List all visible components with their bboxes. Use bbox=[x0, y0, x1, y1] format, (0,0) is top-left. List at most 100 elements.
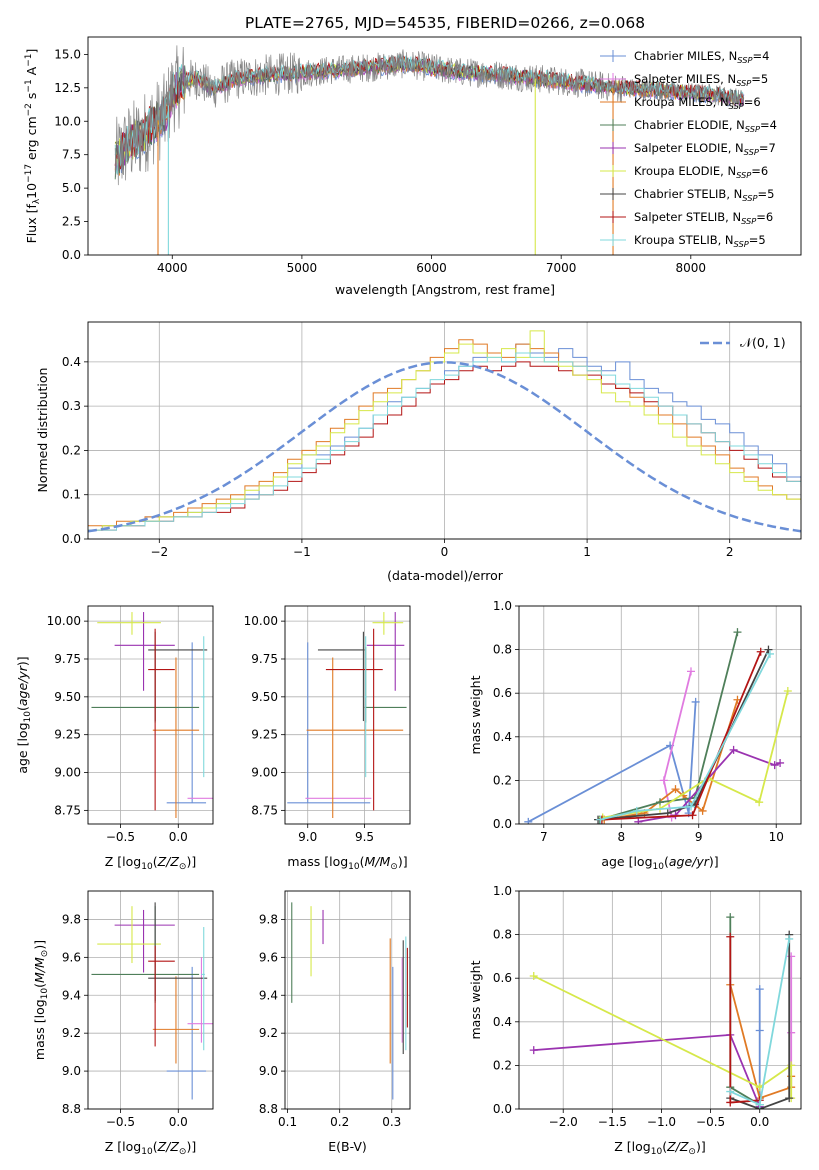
label-part: erg cm bbox=[24, 116, 39, 164]
x-axis-label: Z [log10(Z/Z⊙)] bbox=[105, 1139, 196, 1157]
plot-area bbox=[529, 913, 796, 1109]
legend-entry: Chabrier ELODIE, NSSP=4 bbox=[634, 118, 777, 134]
label-part: SSP bbox=[737, 55, 752, 65]
label-part: ⊙ bbox=[179, 1147, 187, 1157]
label-part: mass [log bbox=[287, 854, 348, 869]
label-part: 10 bbox=[40, 988, 50, 1000]
axes-mass_vs_Z: −0.5 0.08.89.09.29.49.69.8Z [log10(Z/Z⊙)]… bbox=[32, 890, 214, 1157]
label-part: SSP bbox=[736, 170, 751, 180]
label-part: )] bbox=[186, 854, 196, 869]
y-tick-label: 0.2 bbox=[493, 773, 512, 787]
y-tick-label: 0.4 bbox=[493, 1015, 512, 1029]
x-tick-label: 0.0 bbox=[750, 1115, 769, 1129]
label-part: ( bbox=[664, 854, 669, 869]
histogram-series bbox=[88, 330, 801, 531]
label-part: ( bbox=[360, 854, 365, 869]
x-tick-label: 0 bbox=[441, 545, 449, 559]
y-tick-label: 0.8 bbox=[493, 643, 512, 657]
model-line bbox=[115, 56, 745, 167]
axes-spectrum: 4000 5000 6000 7000 8000 0.0 2.5 5.0 7.5 10.0 12.5… bbox=[24, 36, 802, 297]
y-tick-label: 9.4 bbox=[62, 988, 81, 1002]
y-tick-label: 8.8 bbox=[259, 1102, 278, 1116]
x-axis-label: mass [log10(M/M⊙)] bbox=[287, 854, 407, 872]
weight-marker bbox=[756, 647, 765, 656]
x-axis-label: Z [log10(Z/Z⊙)] bbox=[105, 854, 196, 872]
y-axis-label: mass weight bbox=[468, 960, 483, 1039]
y-tick-label: 0.8 bbox=[493, 928, 512, 942]
x-tick-label: 7000 bbox=[546, 261, 577, 275]
model-line bbox=[114, 55, 745, 170]
y-tick-label: 0.1 bbox=[62, 488, 81, 502]
y-tick-label: 9.00 bbox=[54, 766, 81, 780]
label-part: M/M bbox=[365, 854, 391, 869]
y-tick-label: 2.5 bbox=[62, 215, 81, 229]
label-part: =6 bbox=[744, 95, 761, 109]
y-tick-label: 15.0 bbox=[54, 47, 81, 61]
label-part: 10 bbox=[653, 862, 665, 872]
axes-frame bbox=[87, 36, 802, 256]
weight-line bbox=[600, 653, 771, 821]
x-tick-label: 1 bbox=[583, 545, 591, 559]
label-part: Flux [f bbox=[24, 204, 39, 244]
label-part: ( bbox=[15, 706, 30, 711]
label-part: ( bbox=[32, 983, 47, 988]
x-tick-label: −1.5 bbox=[598, 1115, 627, 1129]
y-axis-label: age [log10(age/yr)] bbox=[15, 656, 33, 773]
label-part: )] bbox=[696, 1139, 706, 1154]
label-part: =6 bbox=[756, 210, 773, 224]
x-axis-label: E(B-V) bbox=[328, 1139, 367, 1154]
label-part: ⊙ bbox=[179, 862, 187, 872]
weight-marker bbox=[634, 817, 643, 824]
y-tick-label: 0.3 bbox=[62, 399, 81, 413]
y-tick-label: 0.0 bbox=[62, 532, 81, 546]
weight-marker bbox=[783, 687, 792, 696]
weight-marker bbox=[686, 802, 695, 811]
y-tick-label: 0.6 bbox=[493, 686, 512, 700]
weight-marker bbox=[726, 932, 735, 941]
label-part: Z/Z bbox=[157, 1139, 180, 1154]
label-part: Z/Z bbox=[157, 854, 180, 869]
x-tick-label: −0.5 bbox=[106, 830, 135, 844]
label-part: ⊙ bbox=[40, 950, 50, 958]
weight-marker bbox=[729, 745, 738, 754]
weight-marker bbox=[632, 806, 641, 815]
label-part: λ bbox=[32, 198, 42, 204]
label-part: ( bbox=[153, 854, 158, 869]
weight-marker bbox=[529, 972, 538, 981]
label-part: Salpeter MILES, N bbox=[634, 72, 736, 86]
label-part: 10 bbox=[141, 1147, 153, 1157]
x-tick-label: −0.5 bbox=[696, 1115, 725, 1129]
y-tick-label: 9.2 bbox=[259, 1026, 278, 1040]
label-part: SSP bbox=[729, 101, 744, 111]
label-part: age [log bbox=[601, 854, 652, 869]
label-part: )] bbox=[398, 854, 408, 869]
weight-marker bbox=[785, 934, 794, 943]
weight-marker bbox=[733, 628, 742, 637]
x-tick-label: 0.0 bbox=[169, 1115, 188, 1129]
label-part: mass [log bbox=[32, 999, 47, 1060]
x-tick-label: 8 bbox=[617, 830, 625, 844]
axes-frame bbox=[87, 321, 802, 540]
x-tick-label: 0.1 bbox=[278, 1115, 297, 1129]
label-part: Chabrier ELODIE, N bbox=[634, 118, 745, 132]
histogram-series bbox=[88, 352, 801, 531]
y-tick-label: 9.6 bbox=[259, 950, 278, 964]
y-tick-label: 7.5 bbox=[62, 148, 81, 162]
x-tick-label: 4000 bbox=[157, 261, 188, 275]
x-tick-label: 9.0 bbox=[298, 830, 317, 844]
label-part: =6 bbox=[751, 164, 768, 178]
legend-entry: 𝒩(0, 1) bbox=[740, 335, 786, 350]
y-tick-label: 1.0 bbox=[493, 884, 512, 898]
label-part: Salpeter STELIB, N bbox=[634, 210, 741, 224]
weight-marker bbox=[785, 1094, 794, 1103]
label-part: SSP bbox=[744, 147, 759, 157]
y-tick-label: 9.2 bbox=[62, 1026, 81, 1040]
axes-residuals: −2 −1 0 1 2 0.0 0.1 0.2 0.3 0.4 𝒩(0, 1) (data-model… bbox=[35, 321, 802, 583]
label-part: =4 bbox=[752, 49, 769, 63]
x-tick-label: 10 bbox=[769, 830, 784, 844]
plot-area bbox=[88, 330, 801, 533]
label-part: s bbox=[24, 93, 39, 104]
label-part: M/M bbox=[32, 957, 47, 983]
